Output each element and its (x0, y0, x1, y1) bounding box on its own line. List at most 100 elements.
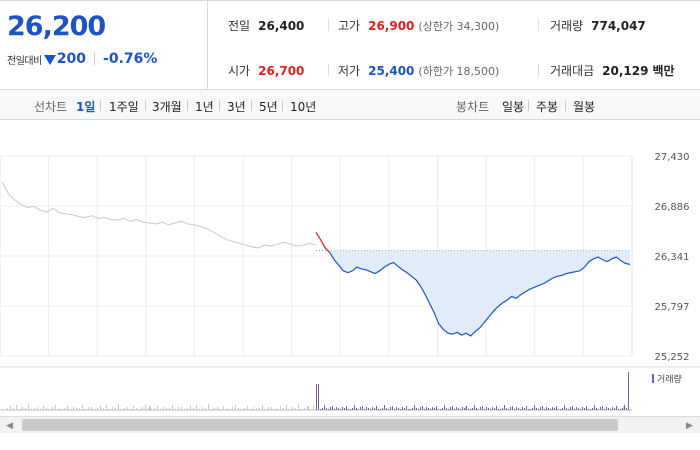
stat-value: 26,900 (368, 18, 415, 33)
tab-5year[interactable]: 5년 (259, 100, 278, 114)
volume-bar (528, 409, 529, 410)
volume-bar (444, 405, 445, 410)
prev-volume-bar (10, 406, 11, 410)
volume-bar (358, 409, 359, 410)
volume-bar (342, 407, 343, 410)
volume-bar (628, 372, 629, 410)
y-tick-label: 26,341 (655, 252, 690, 263)
volume-bar (448, 409, 449, 410)
volume-bar (564, 405, 565, 410)
volume-bar (402, 407, 403, 410)
tab-3month[interactable]: 3개월 (152, 100, 182, 114)
volume-bar (466, 406, 467, 410)
stat-value: 26,400 (258, 18, 305, 33)
volume-bar (476, 408, 477, 410)
tab-1week[interactable]: 1주일 (109, 100, 139, 114)
prev-volume-bar (304, 408, 305, 410)
divider (282, 100, 283, 111)
prev-volume-bar (127, 407, 128, 410)
divider (538, 19, 539, 31)
volume-bar (328, 409, 329, 410)
prev-volume-bar (67, 406, 68, 410)
volume-bar (422, 406, 423, 410)
prev-volume-bar (52, 407, 53, 410)
divider (328, 64, 329, 76)
volume-bar (608, 408, 609, 410)
volume-bar (524, 408, 525, 410)
prev-volume-bar (85, 409, 86, 410)
prev-volume-bar (250, 409, 251, 410)
prev-volume-bar (181, 407, 182, 410)
volume-bar (538, 409, 539, 410)
volume-bar (392, 406, 393, 410)
volume-bar (360, 407, 361, 410)
divider (565, 100, 566, 111)
tab-1year[interactable]: 1년 (195, 100, 214, 114)
prev-volume-bar (211, 409, 212, 410)
chart-scrollbar[interactable]: ◀ ▶ (0, 416, 700, 433)
tab-1day[interactable]: 1일 (76, 100, 96, 114)
scroll-left-icon[interactable]: ◀ (6, 421, 13, 431)
divider (538, 64, 539, 76)
volume-bar (390, 407, 391, 410)
volume-bar (374, 408, 375, 410)
volume-bar (434, 408, 435, 410)
prev-volume-bar (73, 407, 74, 410)
prev-volume-bar (4, 409, 5, 410)
prev-volume-bar (91, 407, 92, 410)
volume-bar (462, 407, 463, 410)
scrollbar-thumb[interactable] (22, 419, 618, 431)
volume-bar (518, 408, 519, 410)
volume-bar (370, 409, 371, 410)
volume-bar (364, 409, 365, 410)
tab-daily-candle[interactable]: 일봉 (502, 100, 525, 114)
prev-volume-bar (187, 408, 188, 410)
prev-volume-bar (289, 409, 290, 410)
volume-bar (560, 409, 561, 410)
prev-volume-bar (274, 409, 275, 410)
volume-bar (340, 409, 341, 410)
volume-bar (408, 409, 409, 410)
divider (328, 19, 329, 31)
prev-volume-bar (214, 408, 215, 410)
scroll-right-icon[interactable]: ▶ (686, 421, 693, 431)
volume-bar (586, 406, 587, 410)
tab-monthly-candle[interactable]: 월봉 (573, 100, 596, 114)
prev-volume-bar (313, 406, 314, 410)
tab-weekly-candle[interactable]: 주봉 (536, 100, 559, 114)
chart-period-tabs: 선차트 1일 1주일 3개월 1년 3년 5년 10년 봉차트 일봉 주봉 월봉 (0, 90, 700, 120)
stat-open: 시가 26,700 (228, 62, 304, 79)
volume-bar (482, 406, 483, 410)
volume-bar (454, 409, 455, 410)
prev-volume-bar (223, 406, 224, 410)
stat-label: 전일 (228, 19, 251, 33)
tab-10year[interactable]: 10년 (290, 100, 317, 114)
prev-volume-bar (151, 409, 152, 410)
tab-3year[interactable]: 3년 (227, 100, 246, 114)
volume-bar (540, 407, 541, 410)
volume-bar (508, 409, 509, 410)
volume-bar (520, 409, 521, 410)
prev-volume-bar (55, 405, 56, 410)
prev-volume-bar (79, 408, 80, 410)
volume-bar (318, 384, 319, 410)
volume-legend-swatch (652, 374, 654, 383)
price-summary-panel: 26,200 전일대비 200 -0.76% 전일 26,400 고가 26,9… (0, 0, 700, 90)
volume-bar (596, 408, 597, 410)
prev-volume-bar (34, 408, 35, 410)
volume-bar (400, 409, 401, 410)
prev-volume-bar (103, 408, 104, 410)
prev-volume-bar (76, 408, 77, 410)
prev-volume-bar (172, 405, 173, 410)
prev-volume-bar (169, 408, 170, 410)
prev-volume-bar (253, 407, 254, 410)
volume-bar (526, 406, 527, 410)
candle-chart-label: 봉차트 (456, 100, 490, 114)
volume-bar (378, 409, 379, 410)
prev-volume-bar (133, 406, 134, 410)
volume-bar (416, 408, 417, 410)
prev-volume-bar (205, 408, 206, 410)
volume-bar (484, 409, 485, 410)
volume-bar (450, 407, 451, 410)
prev-volume-bar (283, 408, 284, 410)
